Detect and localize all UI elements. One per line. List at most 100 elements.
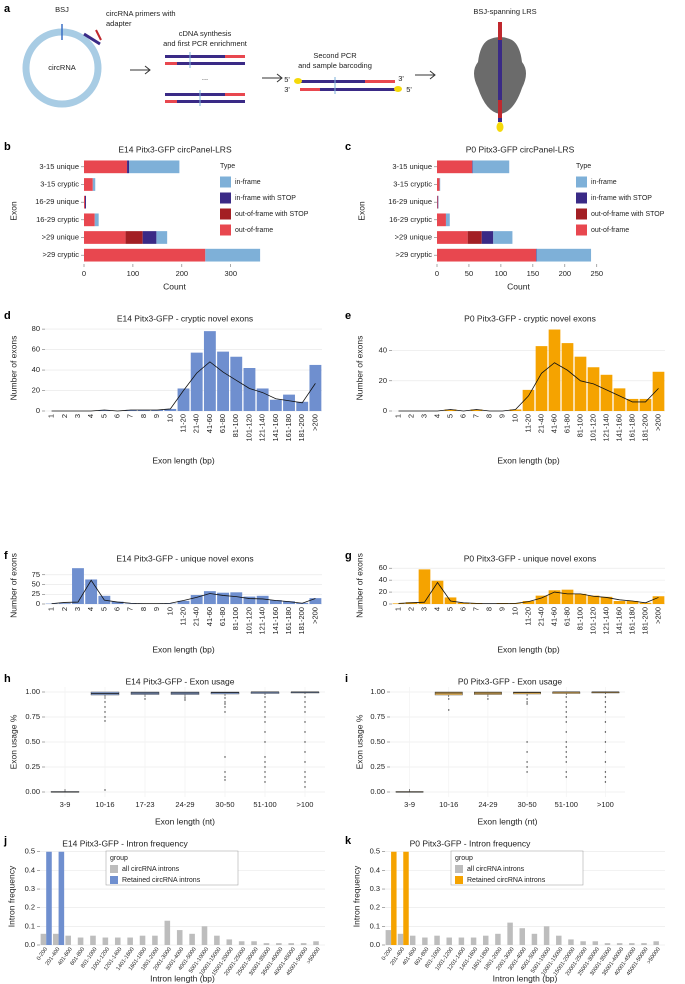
outlier — [104, 711, 106, 713]
x-tick-label: 1 — [47, 414, 56, 418]
x-tick-label: 61-80 — [218, 607, 227, 626]
chart-title: E14 Pitx3-GFP - Exon usage — [126, 676, 235, 686]
panel-label: k — [345, 835, 352, 847]
bar — [203, 331, 216, 411]
bar — [568, 939, 574, 945]
x-tick-label: 2 — [406, 607, 415, 611]
outlier — [565, 731, 567, 733]
y-tick-label: 20 — [379, 376, 387, 385]
x-tick-label: 4 — [86, 414, 95, 418]
x-tick-label: 51-100 — [555, 800, 578, 809]
y-tick-label: 0.75 — [25, 712, 40, 721]
bar — [543, 926, 550, 945]
bar — [309, 598, 322, 604]
y-tick-label: 3-15 cryptic — [393, 179, 432, 188]
x-tick-label: 6 — [458, 414, 467, 418]
x-tick-label: >200 — [310, 414, 319, 431]
bar — [176, 930, 183, 945]
x-tick-label: 3 — [419, 414, 428, 418]
legend-swatch — [220, 208, 231, 220]
x-tick-label: 4 — [432, 414, 441, 418]
y-tick-label: 3-15 unique — [392, 162, 432, 171]
x-tick-label: 30-50 — [517, 800, 536, 809]
bar — [77, 937, 84, 945]
barcoded-molecules — [294, 77, 402, 94]
bar-segment — [437, 195, 438, 209]
x-tick-label: 3 — [419, 607, 428, 611]
outlier — [264, 711, 266, 713]
trend-line — [398, 581, 659, 604]
x-tick-label: 200 — [176, 269, 189, 278]
bar — [46, 851, 52, 945]
primer-label: circRNA primers with — [106, 9, 176, 18]
x-axis-label: Exon length (nt) — [155, 816, 215, 826]
end-label: 5' — [284, 75, 290, 84]
panel-label: g — [345, 550, 352, 562]
legend-label: out-of-frame — [235, 227, 273, 234]
x-tick-label: 41-60 — [205, 607, 214, 626]
bar-segment — [84, 248, 206, 262]
strand — [498, 100, 502, 118]
x-tick-label: 51-100 — [253, 800, 276, 809]
panel-label: a — [4, 3, 11, 15]
bar — [587, 367, 600, 411]
y-tick-label: 0.75 — [370, 712, 385, 721]
outlier — [565, 711, 567, 713]
outlier — [304, 786, 306, 788]
outlier — [604, 721, 607, 723]
bar — [283, 601, 295, 604]
x-tick-label: 5 — [445, 607, 454, 611]
x-axis-label: Exon length (bp) — [152, 455, 215, 465]
bar — [422, 937, 428, 945]
x-tick-label: 81-100 — [575, 414, 584, 437]
bar — [639, 398, 652, 411]
bar — [652, 596, 665, 604]
x-tick-label: 41-60 — [549, 414, 558, 433]
y-tick-label: 0.50 — [370, 737, 385, 746]
x-tick-label: 6 — [113, 607, 122, 611]
chart-title: P0 Pitx3-GFP circPanel-LRS — [466, 144, 575, 154]
x-tick-label: 0 — [435, 269, 439, 278]
bar-segment — [472, 160, 510, 174]
y-tick-label: 80 — [32, 324, 40, 333]
trend-line — [51, 579, 316, 605]
bar — [40, 933, 47, 945]
x-tick-label: 81-100 — [231, 607, 240, 630]
bar-segment — [94, 213, 99, 227]
bar — [457, 602, 470, 604]
y-tick-label: 40 — [379, 575, 387, 584]
outlier — [448, 698, 450, 700]
x-tick-label: 1 — [393, 414, 402, 418]
y-tick-label: 0 — [36, 406, 40, 415]
outlier — [104, 789, 106, 791]
x-tick-label: 121-140 — [601, 414, 610, 442]
outlier — [184, 699, 186, 701]
arrow — [262, 73, 283, 83]
step-label: and sample barcoding — [298, 61, 372, 70]
strand — [498, 22, 502, 40]
arrow — [415, 70, 436, 80]
bar — [152, 935, 158, 945]
x-tick-label: 11-20 — [523, 607, 532, 626]
y-tick-label: 20 — [379, 587, 387, 596]
legend-swatch — [576, 192, 587, 204]
x-tick-label: 9 — [152, 414, 161, 418]
outlier — [224, 779, 226, 781]
bar — [283, 394, 295, 411]
x-tick-label: 2 — [406, 414, 415, 418]
outlier — [184, 697, 186, 699]
bar — [535, 595, 548, 604]
legend-label: in-frame with STOP — [591, 195, 652, 202]
outlier — [304, 731, 306, 733]
bar — [177, 600, 190, 604]
bar — [458, 937, 465, 945]
bar-segment — [481, 231, 494, 244]
bar — [90, 935, 96, 945]
bar-segment — [437, 195, 439, 209]
y-tick-label: 0.25 — [25, 762, 40, 771]
outlier — [224, 776, 226, 778]
x-tick-label: 6 — [458, 607, 467, 611]
outlier — [448, 709, 450, 711]
y-tick-label: 0.4 — [370, 865, 380, 874]
chart-title: E14 Pitx3-GFP - unique novel exons — [116, 553, 253, 563]
